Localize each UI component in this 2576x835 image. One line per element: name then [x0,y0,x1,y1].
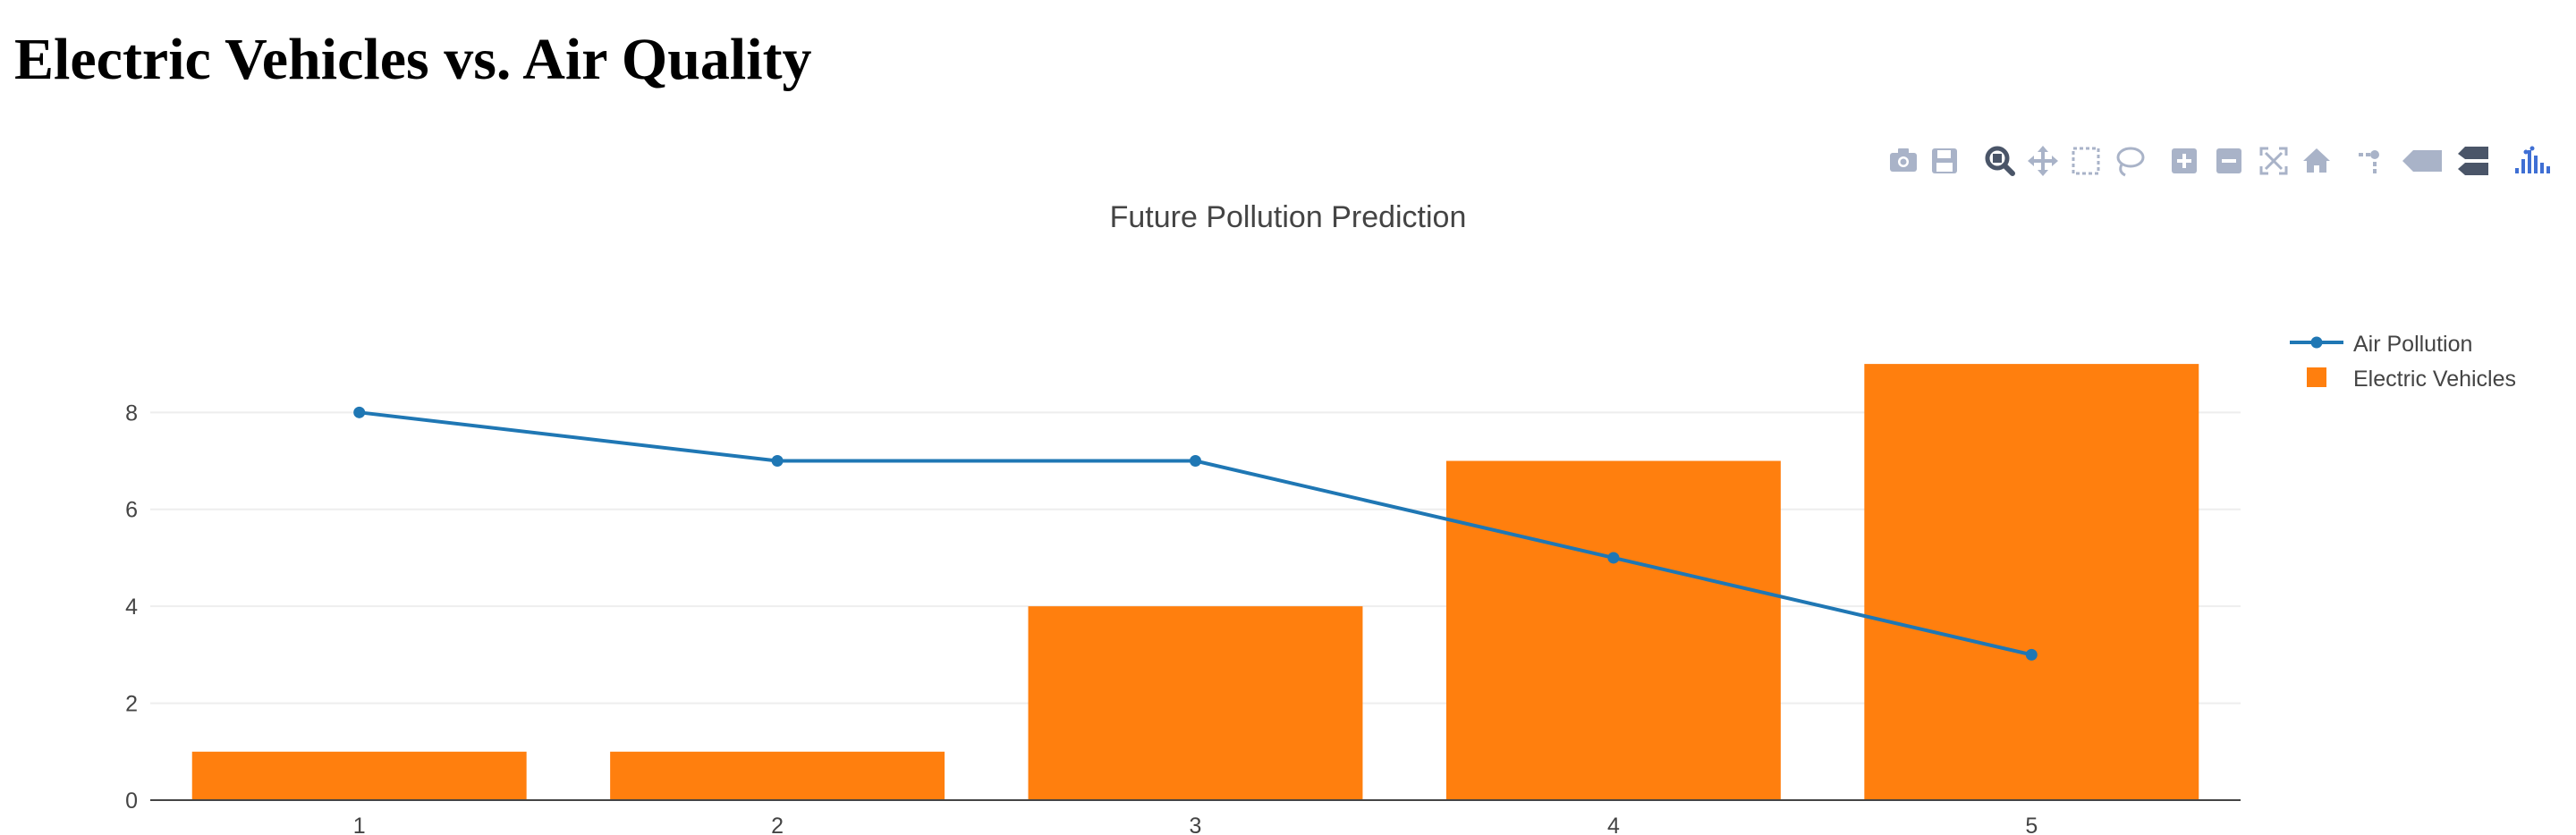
bars-layer [191,364,2199,800]
x-tick-label: 5 [2025,814,2038,835]
reset-axes-icon[interactable] [2303,148,2330,173]
x-tick-label: 4 [1607,814,1620,835]
y-tick-label: 6 [125,498,138,523]
legend-item-electric-vehicles[interactable]: Electric Vehicles [2307,367,2516,392]
zoom-icon[interactable] [1985,146,2015,176]
y-tick-label: 4 [125,595,138,620]
legend-label: Air Pollution [2353,332,2472,357]
plot-area[interactable]: 0 2 4 6 8 1 2 3 4 5 [125,364,2241,835]
zoom-in-icon[interactable] [2172,148,2197,173]
bar-electric-vehicles[interactable] [1445,460,1781,800]
legend-bar-swatch [2307,367,2326,387]
y-tick-label: 0 [125,789,138,814]
point-air-pollution[interactable] [1190,455,1201,468]
pan-icon[interactable] [2028,146,2058,176]
bar-electric-vehicles[interactable] [610,751,945,800]
page-title: Electric Vehicles vs. Air Quality [14,27,812,92]
autoscale-icon[interactable] [2259,147,2288,175]
save-icon[interactable] [1932,148,1957,173]
y-tick-label: 8 [125,401,138,426]
bar-electric-vehicles[interactable] [191,751,527,800]
point-air-pollution[interactable] [1607,552,1620,564]
bar-electric-vehicles[interactable] [1028,606,1363,800]
x-tick-label: 1 [353,814,366,835]
chart-title: Future Pollution Prediction [1110,200,1467,234]
plotly-logo-icon[interactable] [2515,146,2550,174]
box-select-icon[interactable] [2072,147,2100,175]
x-tick-label: 3 [1190,814,1202,835]
line-series-layer [353,406,2038,661]
x-axis: 1 2 3 4 5 [353,814,2038,835]
camera-icon[interactable] [1890,148,1917,172]
legend[interactable]: Air Pollution Electric Vehicles [2290,332,2516,392]
y-axis: 0 2 4 6 8 [125,401,138,814]
hover-closest-icon[interactable] [2402,150,2442,172]
point-air-pollution[interactable] [771,455,784,468]
x-tick-label: 2 [771,814,784,835]
bar-electric-vehicles[interactable] [1864,364,2199,800]
legend-label: Electric Vehicles [2353,367,2516,392]
legend-item-air-pollution[interactable]: Air Pollution [2290,332,2472,357]
point-air-pollution[interactable] [353,406,366,418]
zoom-out-icon[interactable] [2216,148,2241,173]
legend-marker-swatch [2310,336,2323,349]
spike-lines-icon[interactable] [2359,150,2379,173]
y-tick-label: 2 [125,692,138,717]
modebar [1890,146,2550,177]
lasso-select-icon[interactable] [2116,147,2145,177]
hover-compare-icon[interactable] [2458,147,2488,175]
point-air-pollution[interactable] [2025,648,2038,661]
